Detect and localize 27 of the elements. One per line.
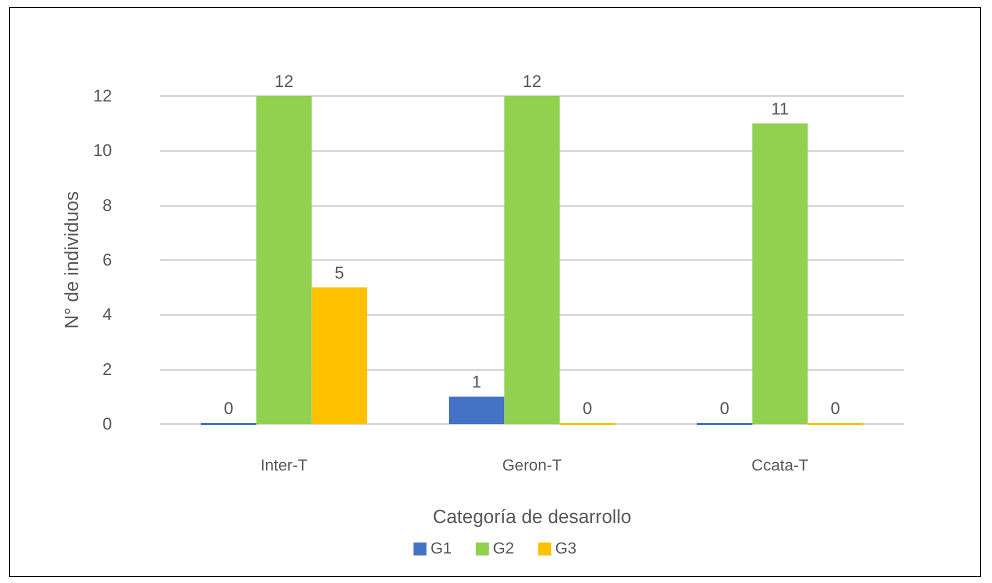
bar — [504, 96, 560, 424]
data-label: 12 — [274, 72, 294, 91]
x-axis-title: Categoría de desarrollo — [432, 507, 632, 528]
y-tick-label: 10 — [93, 141, 112, 160]
legend-label: G2 — [492, 540, 514, 558]
y-axis-title: N° de individuos — [62, 191, 83, 329]
data-label: 12 — [522, 72, 542, 91]
data-label: 11 — [771, 99, 789, 118]
y-tick-label: 4 — [102, 305, 112, 324]
x-tick-label: Inter-T — [260, 458, 308, 474]
x-tick-label: Geron-T — [502, 458, 562, 474]
data-label: 1 — [472, 372, 482, 392]
data-label: 0 — [582, 399, 592, 418]
legend-label: G1 — [430, 540, 452, 558]
bar — [752, 123, 808, 424]
y-tick-label: 0 — [102, 414, 112, 434]
data-label: 5 — [334, 263, 344, 282]
y-tick-label: 8 — [102, 196, 112, 215]
data-label: 0 — [720, 399, 730, 418]
x-tick-label: Ccata-T — [752, 458, 809, 474]
y-tick-label: 2 — [102, 360, 112, 379]
y-tick-label: 12 — [93, 86, 112, 106]
data-label: 0 — [830, 399, 840, 418]
bar — [256, 96, 312, 424]
legend-label: G3 — [555, 540, 577, 558]
y-tick-label: 6 — [102, 250, 112, 270]
data-label: 0 — [224, 399, 234, 418]
